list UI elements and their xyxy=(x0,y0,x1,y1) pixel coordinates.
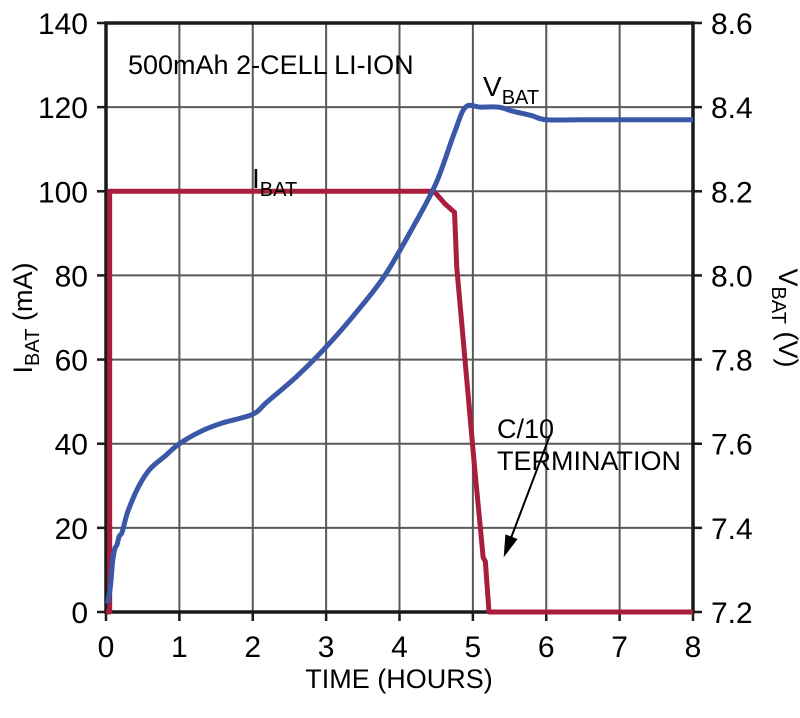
left-axis-title-sub: BAT xyxy=(22,329,44,366)
right-axis-title-sub: BAT xyxy=(767,287,789,324)
left-axis-title: IBAT (mA) xyxy=(8,263,44,374)
data-series-group xyxy=(105,102,693,615)
x-axis-tick-label: 5 xyxy=(465,631,482,664)
annotation-c10-line2: TERMINATION xyxy=(497,446,681,476)
gridlines xyxy=(106,23,693,612)
x-axis-tick-label: 2 xyxy=(244,631,261,664)
left-axis-tick-label: 40 xyxy=(55,429,88,462)
right-axis-tick-label: 7.4 xyxy=(711,513,753,546)
annotation-arrow-head xyxy=(503,534,518,558)
series-label-vbat-sub: BAT xyxy=(502,87,539,109)
svg-text:IBAT (mA): IBAT (mA) xyxy=(8,263,44,374)
x-axis-tick-label: 6 xyxy=(538,631,555,664)
left-axis-tick-label: 80 xyxy=(55,260,88,293)
left-axis-tick-label: 0 xyxy=(71,597,88,630)
x-axis-tick-label: 4 xyxy=(391,631,408,664)
left-axis-tick-label: 140 xyxy=(38,8,88,41)
right-axis-tick-label: 7.6 xyxy=(711,429,753,462)
x-axis-tick-labels: 0 1 2 3 4 5 6 7 8 xyxy=(98,631,702,664)
annotation-arrow-icon xyxy=(503,434,551,558)
right-axis-tick-label: 7.2 xyxy=(711,597,753,630)
right-axis-title-main: V xyxy=(773,269,800,287)
right-axis-title: VBAT (V) xyxy=(767,269,800,368)
left-axis-title-units: (mA) xyxy=(8,263,38,329)
x-axis-tick-label: 0 xyxy=(98,631,115,664)
right-axis-title-units: (V) xyxy=(773,324,800,368)
left-axis-tick-label: 100 xyxy=(38,176,88,209)
right-axis-tick-label: 8.2 xyxy=(711,176,753,209)
annotation-cell-type: 500mAh 2-CELL LI-ION xyxy=(128,50,414,80)
right-axis-tick-label: 8.4 xyxy=(711,92,753,125)
left-axis-tick-label: 120 xyxy=(38,92,88,125)
series-label-ibat: IBAT xyxy=(252,163,297,201)
series-label-ibat-main: I xyxy=(252,163,260,194)
series-line-i-bat xyxy=(106,188,693,615)
left-axis-tick-label: 60 xyxy=(55,345,88,378)
series-label-vbat: VBAT xyxy=(483,71,539,109)
tick-marks xyxy=(97,21,702,621)
left-axis-title-main: I xyxy=(8,366,38,374)
annotation-arrow-shaft xyxy=(508,434,551,542)
right-axis-tick-label: 8.0 xyxy=(711,260,753,293)
series-label-vbat-main: V xyxy=(483,71,502,102)
series-label-ibat-sub: BAT xyxy=(260,179,297,201)
x-axis-tick-label: 1 xyxy=(171,631,188,664)
x-axis-title: TIME (HOURS) xyxy=(305,664,492,694)
annotation-c10-line1: C/10 xyxy=(497,414,554,444)
x-axis-tick-label: 3 xyxy=(318,631,335,664)
left-axis-tick-labels: 0 20 40 60 80 100 120 140 xyxy=(38,8,88,630)
right-axis-tick-label: 8.6 xyxy=(711,8,753,41)
x-axis-tick-label: 8 xyxy=(685,631,702,664)
right-axis-tick-labels: 7.2 7.4 7.6 7.8 8.0 8.2 8.4 8.6 xyxy=(711,8,753,630)
right-axis-tick-label: 7.8 xyxy=(711,345,753,378)
svg-text:VBAT (V): VBAT (V) xyxy=(767,269,800,368)
left-axis-tick-label: 20 xyxy=(55,513,88,546)
series-line-v-bat xyxy=(105,102,693,605)
x-axis-tick-label: 7 xyxy=(611,631,628,664)
